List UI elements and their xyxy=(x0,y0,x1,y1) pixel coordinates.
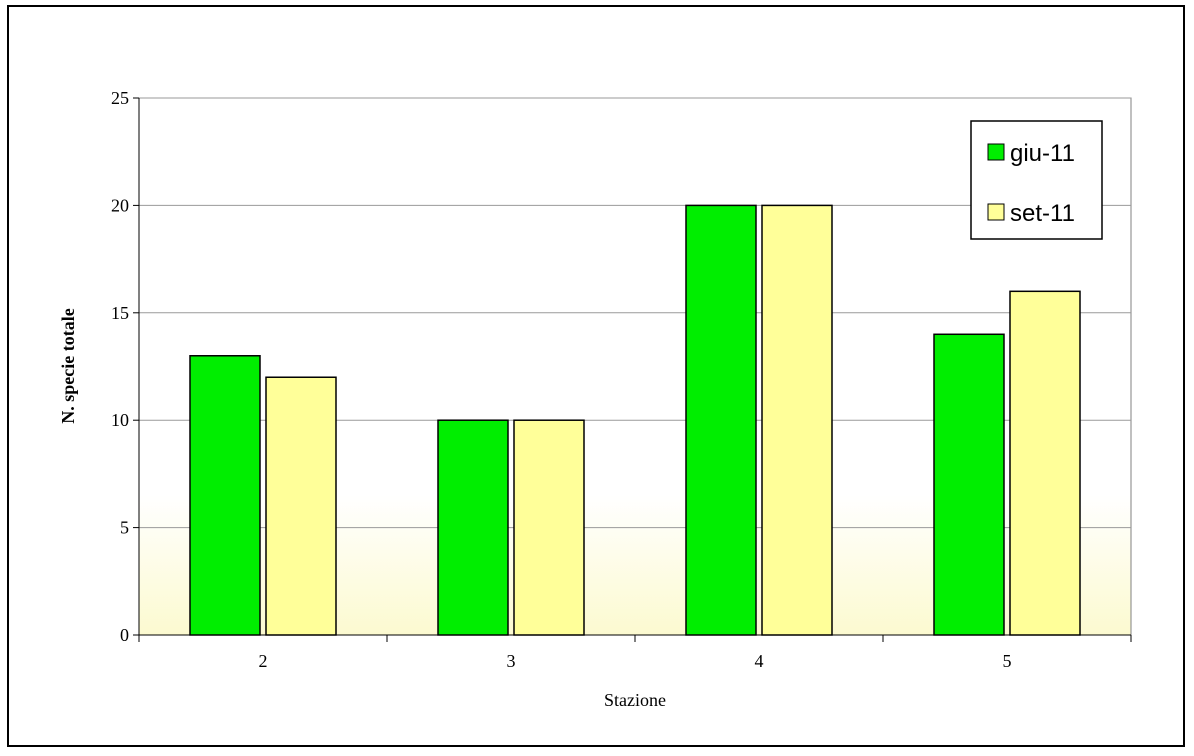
legend-label-giu-11: giu-11 xyxy=(1010,140,1075,167)
x-tick-label: 4 xyxy=(755,651,764,671)
x-tick-label: 2 xyxy=(259,651,268,671)
y-tick-label: 20 xyxy=(111,195,129,215)
y-axis-title: N. specie totale xyxy=(58,308,78,423)
x-tick-label: 5 xyxy=(1003,651,1012,671)
legend-label-set-11: set-11 xyxy=(1010,200,1075,227)
bar-giu-11-3 xyxy=(437,419,509,636)
y-tick-label: 25 xyxy=(111,88,129,108)
bar-set-11-4 xyxy=(761,204,833,636)
y-tick-label: 0 xyxy=(120,625,129,645)
y-tick-label: 10 xyxy=(111,410,129,430)
x-axis-title: Stazione xyxy=(604,690,666,710)
legend-swatch-set-11 xyxy=(987,203,1005,221)
bar-set-11-2 xyxy=(265,376,337,636)
y-tick-label: 15 xyxy=(111,303,129,323)
bar-giu-11-2 xyxy=(189,355,261,636)
bars xyxy=(189,204,1081,636)
bar-set-11-5 xyxy=(1009,290,1081,636)
x-tick-label: 3 xyxy=(507,651,516,671)
legend: giu-11 set-11 xyxy=(970,120,1103,240)
bar-set-11-3 xyxy=(513,419,585,636)
axes xyxy=(133,97,1132,642)
tick-labels: 0 5 10 15 20 25 2 3 4 5 xyxy=(111,88,1012,671)
legend-swatch-giu-11 xyxy=(987,143,1005,161)
bar-giu-11-5 xyxy=(933,333,1005,636)
bar-giu-11-4 xyxy=(685,204,757,636)
y-tick-label: 5 xyxy=(120,518,129,538)
